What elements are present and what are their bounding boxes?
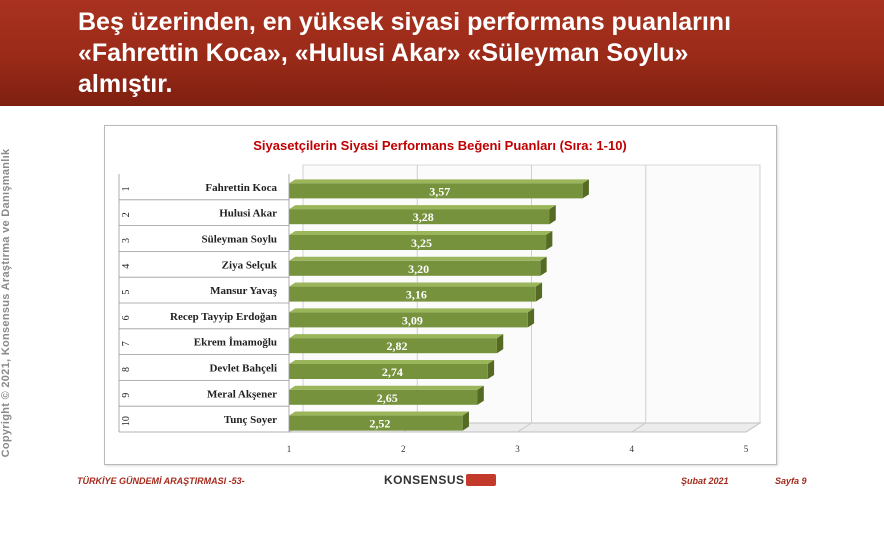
x-tick-label: 5 [744, 444, 749, 454]
category-label: Tunç Soyer [224, 414, 277, 426]
rank-label: 5 [121, 290, 132, 295]
report-date: Şubat 2021 [681, 476, 729, 486]
bar [289, 235, 547, 250]
category-label: Recep Tayyip Erdoğan [170, 311, 277, 323]
bar [289, 389, 478, 405]
bar [289, 364, 488, 379]
category-label: Devlet Bahçeli [209, 363, 277, 375]
gridline-floor [631, 422, 647, 433]
bar-top [289, 359, 495, 364]
rank-label: 3 [121, 238, 132, 243]
bar-side [496, 334, 504, 354]
bar-side [540, 256, 547, 276]
category-label: Ekrem İmamoğlu [194, 337, 277, 349]
bar-top [289, 256, 547, 261]
konsensus-logo: KONSENSUS [384, 471, 504, 491]
rank-label: 6 [121, 315, 132, 320]
category-label: Hulusi Akar [219, 208, 277, 220]
bar-top [289, 282, 543, 287]
rank-label: 9 [121, 393, 132, 398]
x-tick-label: 3 [515, 444, 520, 454]
bar-top [289, 385, 484, 390]
rank-label: 10 [121, 416, 132, 426]
category-label: Fahrettin Koca [205, 182, 277, 194]
bar [289, 286, 536, 302]
bar-side [535, 282, 543, 302]
category-label: Mansur Yavaş [210, 285, 278, 297]
bar-side [549, 205, 556, 225]
gridline-floor [517, 422, 532, 433]
bar [289, 209, 550, 225]
logo-badge-icon [466, 474, 496, 486]
value-label: 3,25 [411, 236, 432, 250]
chart-panel: Siyasetçilerin Siyasi Performans Beğeni … [104, 125, 777, 465]
x-tick-label: 4 [630, 444, 635, 454]
value-label: 2,74 [382, 365, 403, 379]
survey-name: TÜRKİYE GÜNDEMİ ARAŞTIRMASI -53- [77, 476, 245, 486]
value-label: 3,16 [406, 288, 427, 302]
bar-chart: Siyasetçilerin Siyasi Performans Beğeni … [118, 138, 762, 454]
value-label: 3,20 [408, 262, 429, 276]
value-label: 3,09 [402, 313, 423, 327]
bar-side [477, 385, 484, 405]
bar [289, 183, 583, 199]
logo-text: KONSENSUS [384, 473, 465, 487]
page-number: Sayfa 9 [775, 476, 807, 486]
rank-label: 8 [121, 367, 132, 372]
bar-side [582, 179, 589, 199]
rank-label: 7 [121, 341, 132, 346]
bar-top [289, 411, 469, 416]
slide-header: Beş üzerinden, en yüksek siyasi performa… [0, 0, 884, 106]
category-label: Ziya Selçuk [222, 259, 278, 271]
category-label: Süleyman Soylu [202, 234, 278, 246]
rank-label: 1 [121, 186, 132, 191]
x-tick-label: 1 [287, 444, 292, 454]
value-label: 2,52 [369, 417, 390, 431]
bar-top [289, 205, 556, 210]
bar-side [462, 411, 469, 431]
bar-top [289, 230, 553, 235]
bar-top [289, 179, 589, 184]
bar-side [487, 359, 495, 379]
value-label: 3,57 [429, 184, 450, 198]
rank-label: 2 [121, 212, 132, 217]
bar-side [527, 308, 535, 328]
bar [289, 338, 497, 354]
category-label: Meral Akşener [207, 388, 277, 400]
x-tick-label: 2 [401, 444, 406, 454]
bar [289, 312, 528, 328]
bar [289, 260, 541, 276]
bar-side [546, 230, 553, 250]
value-label: 3,28 [413, 210, 434, 224]
bar-top [289, 308, 535, 313]
value-label: 2,65 [377, 391, 398, 405]
slide-title: Beş üzerinden, en yüksek siyasi performa… [78, 8, 732, 98]
bar-top [289, 334, 504, 339]
rank-label: 4 [121, 264, 132, 269]
gridline-floor [745, 422, 761, 433]
copyright-text: Copyright © 2021, Konsensus Araştırma ve… [0, 148, 12, 458]
bar [289, 415, 463, 431]
chart-title: Siyasetçilerin Siyasi Performans Beğeni … [253, 138, 627, 153]
value-label: 2,82 [386, 339, 407, 353]
